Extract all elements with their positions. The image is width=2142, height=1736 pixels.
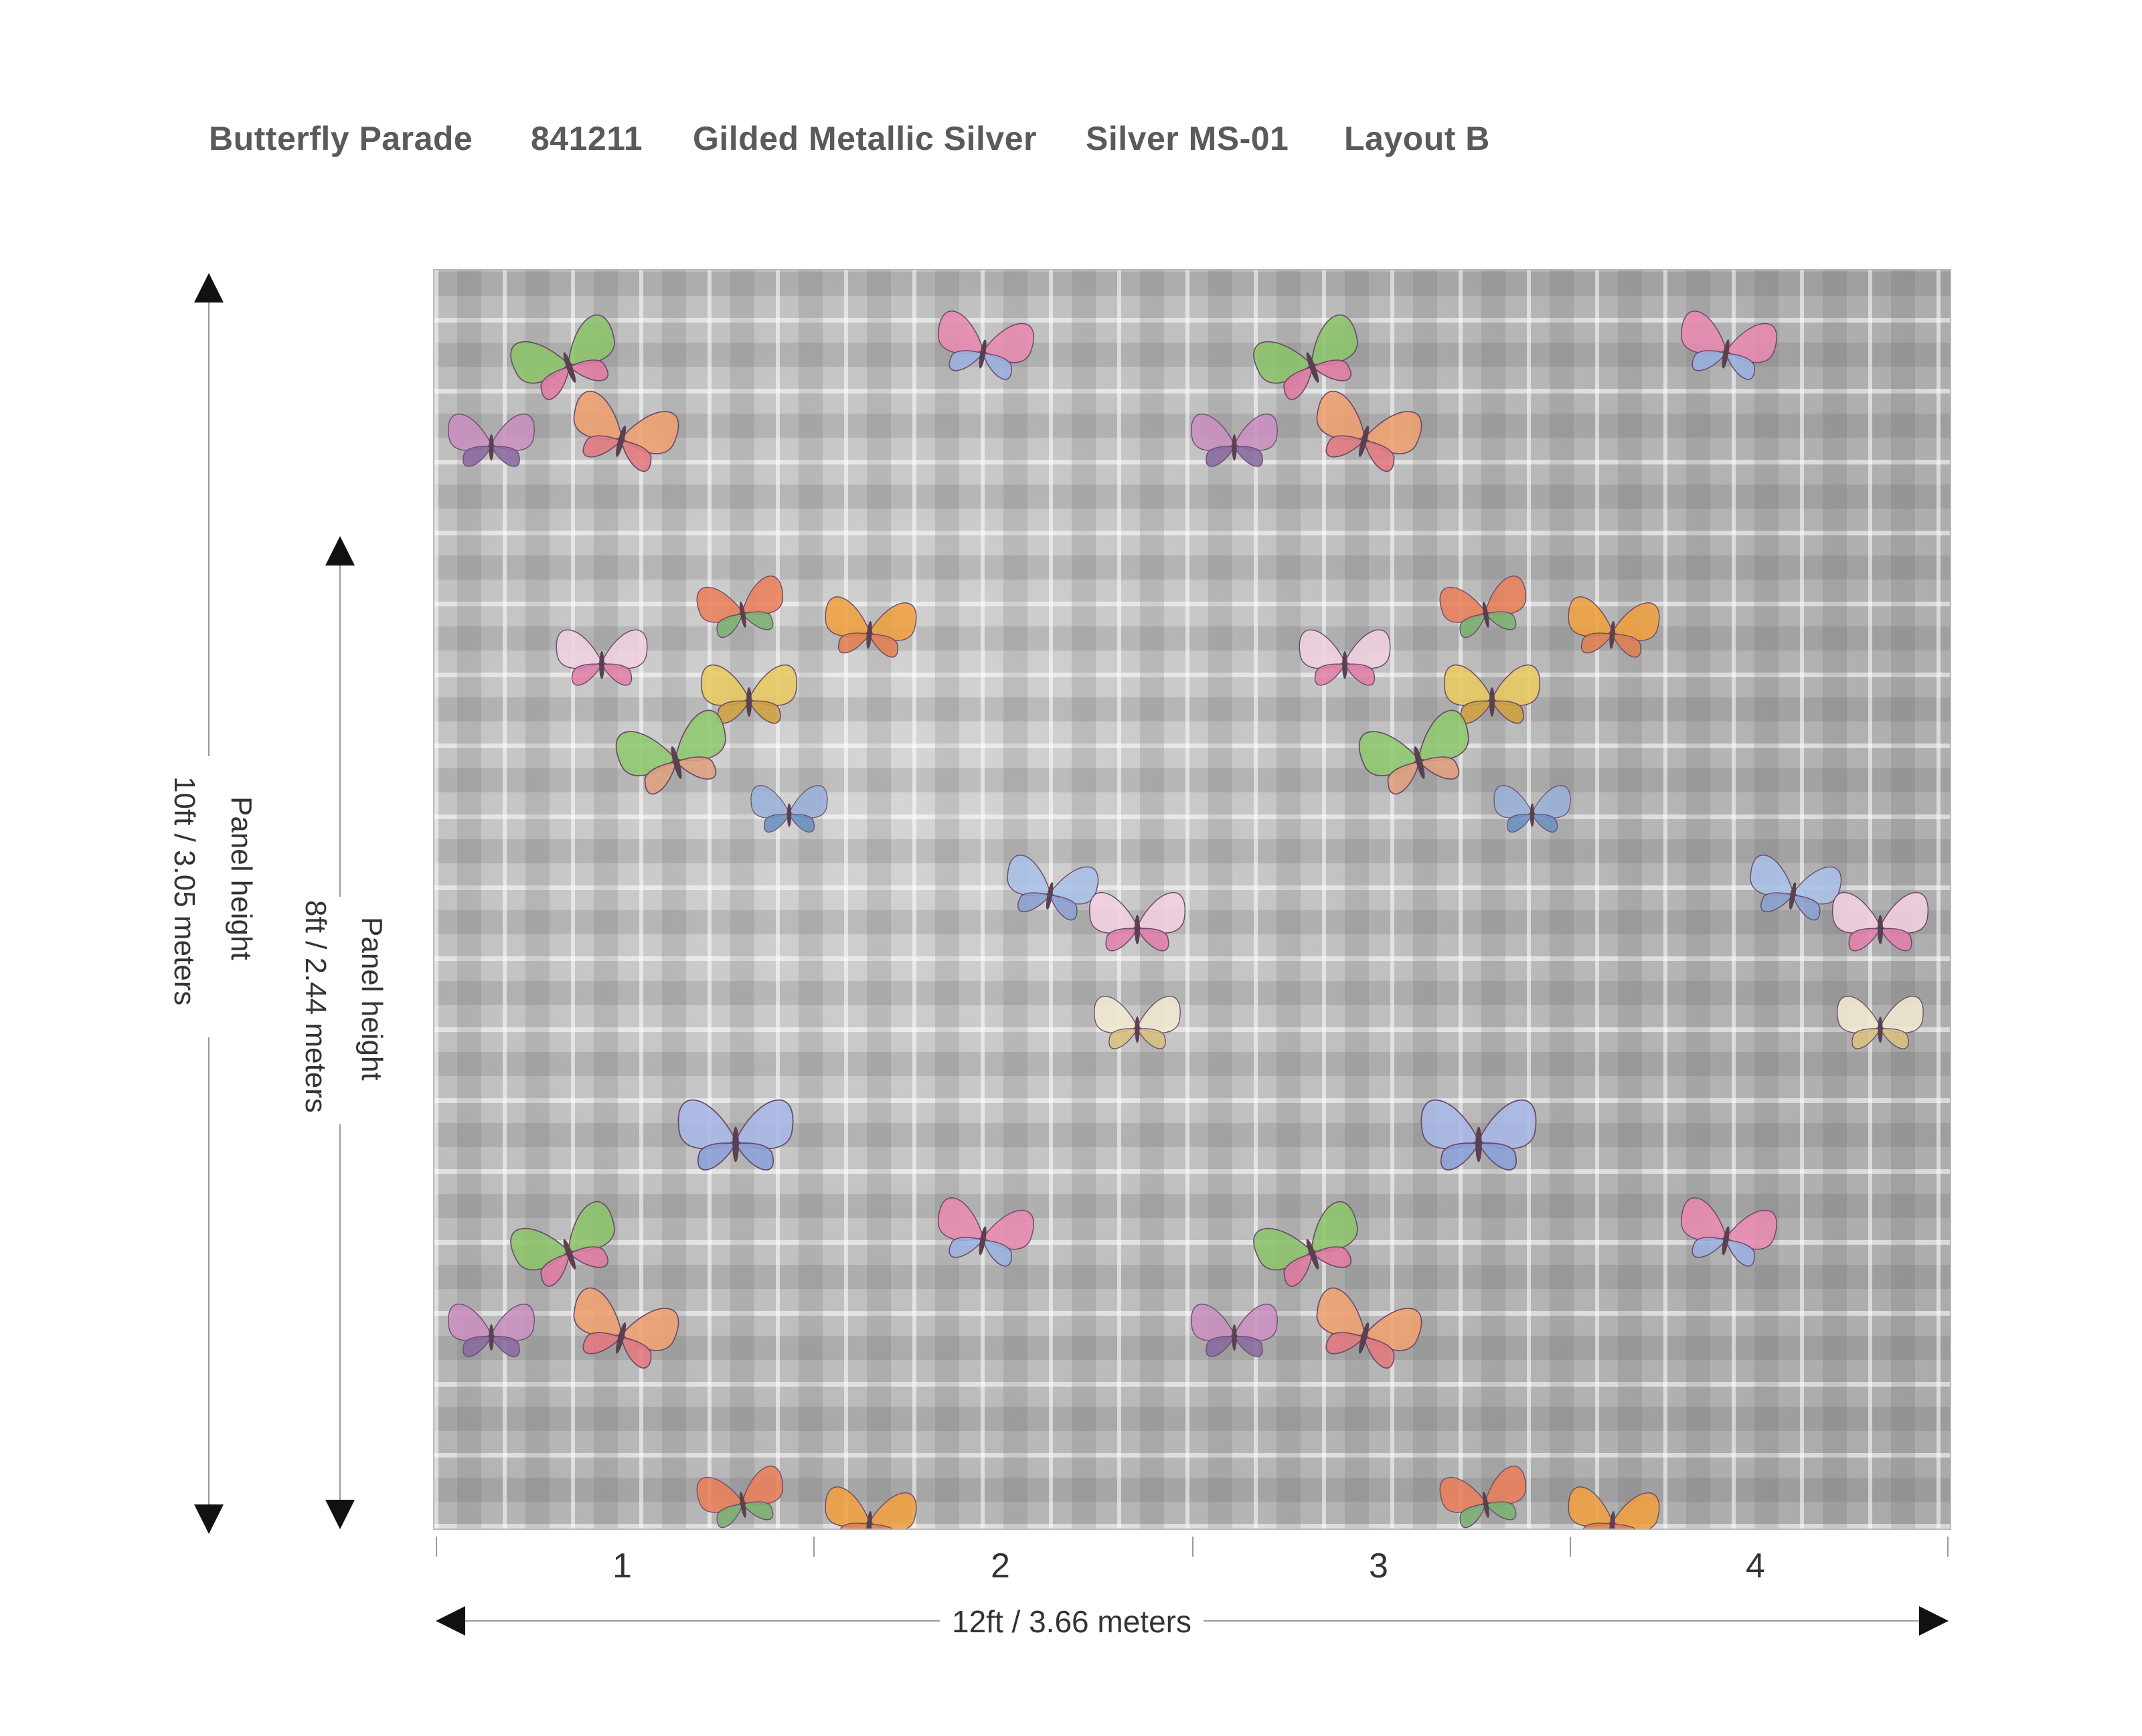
layout-name: Layout B [1344,120,1490,157]
outer-label-mask [185,756,238,1037]
panel-seam-ticks [433,1530,1951,1563]
butterfly-icon [1681,311,1777,380]
butterfly-icon [1750,855,1842,921]
butterfly-icon [1439,576,1527,638]
seam-tick [1192,1537,1193,1557]
butterfly-icon [556,629,648,686]
butterfly-icon [1088,892,1186,952]
outer-height-value: 10ft / 3.05 meters [168,776,201,1006]
butterfly-icon [1191,414,1278,467]
up-arrow-icon [194,273,224,302]
butterfly-icon [615,709,726,795]
butterfly-icon [750,785,828,833]
butterfly-icon [825,1486,917,1529]
butterfly-icon [1316,390,1422,472]
outer-height-title: Panel height [225,796,258,960]
down-arrow-icon [325,1500,355,1529]
butterfly-icon [1299,629,1391,686]
butterfly-icon [1493,785,1571,833]
butterfly-icon [1831,892,1929,952]
butterfly-icon [1191,1304,1278,1357]
seam-tick [1570,1537,1571,1557]
butterfly-icon [1568,596,1660,658]
butterfly-icon [938,311,1034,380]
width-label-row: 12ft / 3.66 meters [0,1603,2142,1640]
butterfly-icon [510,1201,615,1287]
butterfly-motif-layer [448,311,1929,1529]
seam-tick [436,1537,437,1557]
colorway-name: Silver MS-01 [1086,120,1289,157]
butterfly-icon [1568,1486,1660,1529]
width-value: 12ft / 3.66 meters [940,1604,1204,1639]
inner-height-title: Panel height [355,917,388,1081]
butterfly-icon [1681,1197,1777,1267]
up-arrow-icon [325,536,355,566]
butterfly-icon [938,1197,1034,1267]
pattern-number: 841211 [531,120,643,157]
seam-tick [813,1537,815,1557]
butterfly-icon [1439,1466,1527,1529]
finish-name: Gilded Metallic Silver [693,120,1037,157]
butterfly-icon [1007,855,1099,921]
butterfly-icon [448,414,535,467]
spec-header: Butterfly Parade 841211 Gilded Metallic … [0,119,2142,173]
butterfly-icon [1253,1201,1358,1287]
wallpaper-panel-preview [433,269,1951,1530]
panel-number-2: 2 [991,1547,1010,1585]
butterfly-icon [677,1099,794,1170]
panel-number-1: 1 [612,1547,632,1585]
right-arrow-icon [1919,1606,1949,1636]
butterfly-icon [1420,1099,1537,1170]
panel-number-3: 3 [1369,1547,1388,1585]
butterfly-icon [1837,996,1924,1049]
seam-tick [1947,1537,1949,1557]
butterfly-icon [1316,1287,1422,1369]
butterfly-icon [825,596,917,658]
butterfly-icon [573,1287,679,1369]
butterfly-icon [696,1466,784,1529]
butterfly-icon [1443,665,1541,724]
pattern-name: Butterfly Parade [209,120,473,157]
butterfly-icon [1358,709,1469,795]
inner-label-mask [316,897,369,1124]
butterfly-icon [448,1304,535,1357]
inner-height-value: 8ft / 2.44 meters [299,900,332,1113]
left-arrow-icon [436,1606,465,1636]
down-arrow-icon [194,1504,224,1534]
butterfly-icon [700,665,798,724]
butterfly-icon [1253,314,1358,400]
butterfly-icon [696,576,784,638]
butterfly-icon [573,390,679,472]
panel-number-4: 4 [1746,1547,1765,1585]
butterfly-icon [1094,996,1181,1049]
butterfly-icon [510,314,615,400]
